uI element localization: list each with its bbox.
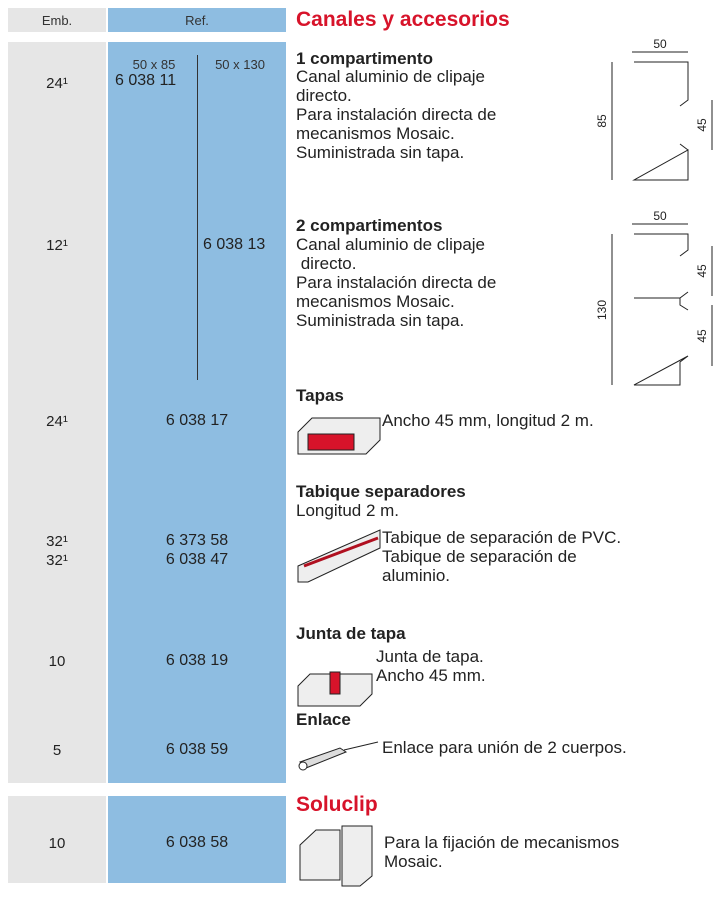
- item-title: 2 compartimentos: [296, 216, 443, 235]
- ref: 6 373 58: [165, 532, 229, 549]
- ref: 6 038 59: [165, 741, 229, 758]
- ref-header-bg: [108, 8, 286, 32]
- ref: 6 038 58: [165, 834, 229, 851]
- dim-label: 50: [653, 209, 667, 223]
- item-title: Enlace: [296, 710, 351, 729]
- ref: 6 038 19: [165, 652, 229, 669]
- item-text: Ancho 45 mm, longitud 2 m.: [382, 411, 594, 430]
- emb: 10: [48, 653, 66, 670]
- item-text: Canal aluminio de clipaje: [296, 67, 486, 86]
- tapas-icon: [297, 417, 381, 455]
- item-text: Mosaic.: [384, 852, 443, 871]
- ref: 6 038 13: [203, 236, 266, 253]
- item-text: Suministrada sin tapa.: [296, 143, 465, 162]
- emb: 32¹: [46, 533, 68, 550]
- item-title: Tabique separadores: [296, 482, 466, 501]
- item-text: Tabique de separación de PVC.: [382, 528, 622, 547]
- emb-header-bg: [8, 8, 106, 32]
- enlace-icon: [298, 741, 379, 771]
- emb-column: [8, 42, 106, 783]
- profile: [632, 61, 689, 181]
- item-text: Enlace para unión de 2 cuerpos.: [382, 738, 627, 757]
- item-text: Para instalación directa de: [296, 105, 497, 124]
- item-text: directo.: [296, 86, 352, 105]
- ref: 6 038 11: [115, 72, 177, 89]
- size-label: 50 x 85: [132, 57, 176, 72]
- tabique-icon: [297, 529, 381, 583]
- emb: 10: [48, 835, 66, 852]
- ref-header: Ref.: [185, 13, 209, 28]
- emb: 32¹: [46, 552, 68, 569]
- item-text: Suministrada sin tapa.: [296, 311, 465, 330]
- emb: 24¹: [46, 75, 68, 92]
- item-text: Para la fijación de mecanismos: [384, 833, 620, 852]
- junta-icon: [297, 671, 373, 707]
- dim-label: 45: [695, 264, 709, 278]
- item-text: Ancho 45 mm.: [376, 666, 486, 685]
- emb: 24¹: [46, 413, 68, 430]
- dim-label: 130: [595, 300, 609, 320]
- section-title: Soluclip: [296, 793, 378, 816]
- ref: 6 038 47: [165, 551, 229, 568]
- item-title: Junta de tapa: [296, 624, 406, 643]
- emb: 12¹: [46, 237, 68, 254]
- section-title: Canales y accesorios: [296, 8, 510, 31]
- item-text: aluminio.: [382, 566, 451, 585]
- item-text: Para instalación directa de: [296, 273, 497, 292]
- size-label: 50 x 130: [215, 57, 265, 72]
- item-text: Canal aluminio de clipaje: [296, 235, 486, 254]
- item-text: directo.: [296, 254, 357, 273]
- dim-label: 50: [653, 37, 667, 51]
- dim-label: 45: [695, 329, 709, 343]
- item-text: Tabique de separación de: [382, 547, 577, 566]
- ref: 6 038 17: [165, 412, 229, 429]
- ref-column: [108, 796, 286, 883]
- divider: [197, 55, 198, 380]
- item-text: Junta de tapa.: [376, 647, 484, 666]
- item-title: 1 compartimento: [296, 49, 433, 68]
- emb: 5: [52, 742, 62, 759]
- profile: [633, 233, 689, 386]
- item-text: mecanismos Mosaic.: [296, 124, 455, 143]
- emb-column: [8, 796, 106, 883]
- emb-header: Emb.: [41, 13, 73, 28]
- item-title: Tapas: [296, 386, 344, 405]
- soluclip-icon: [299, 825, 373, 887]
- item-text: mecanismos Mosaic.: [296, 292, 455, 311]
- item-text: Longitud 2 m.: [296, 501, 400, 520]
- dim-label: 85: [595, 114, 609, 128]
- dim-label: 45: [695, 118, 709, 132]
